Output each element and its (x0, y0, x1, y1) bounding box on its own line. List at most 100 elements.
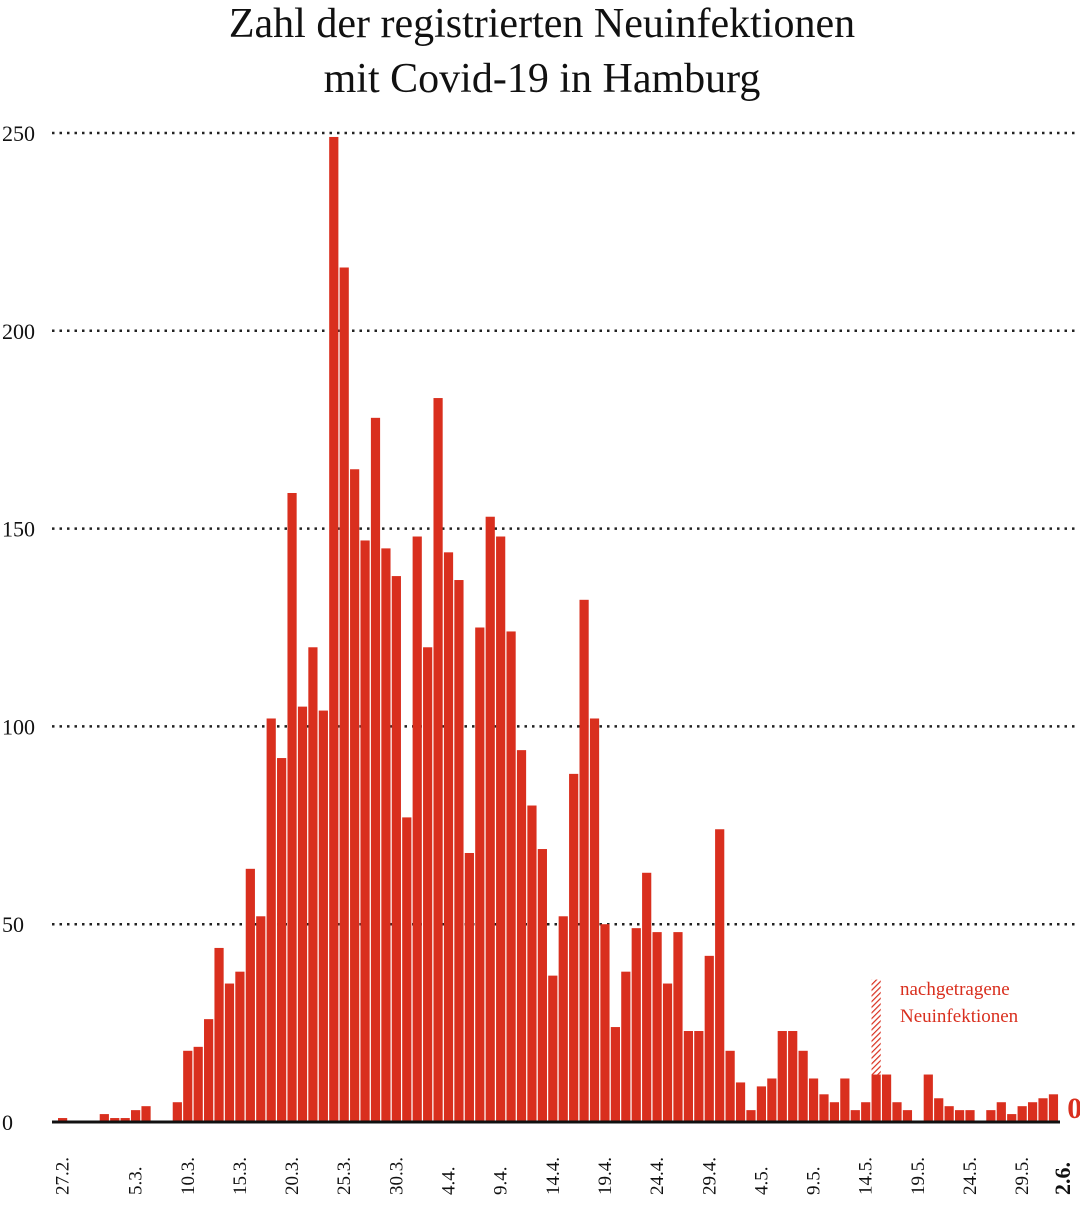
bar (788, 1031, 798, 1122)
x-tick-label: 29.4. (699, 1157, 720, 1195)
bar (840, 1078, 850, 1122)
x-tick-label: 24.5. (960, 1157, 981, 1195)
bar (1038, 1098, 1048, 1122)
bar (266, 718, 276, 1122)
bars (58, 136, 1059, 1123)
bar (527, 805, 537, 1122)
bar (193, 1046, 203, 1122)
bar (308, 647, 318, 1122)
bar (600, 924, 610, 1122)
bar (704, 955, 714, 1122)
x-tick-label: 14.5. (856, 1157, 877, 1195)
bar (777, 1031, 787, 1122)
bar (516, 750, 527, 1122)
x-tick-label: 9.5. (804, 1167, 825, 1196)
y-tick-label: 150 (2, 517, 35, 542)
bar (548, 975, 558, 1122)
bar (652, 932, 662, 1122)
bar (370, 417, 381, 1122)
bar (433, 398, 443, 1122)
bar (954, 1110, 965, 1122)
bar (475, 627, 485, 1122)
x-tick-label: 15.3. (230, 1157, 251, 1195)
bar (412, 536, 422, 1122)
bar (642, 872, 652, 1122)
bar (485, 516, 495, 1122)
bar (923, 1074, 933, 1122)
bar (965, 1110, 975, 1122)
bar (141, 1106, 151, 1122)
x-tick-label: 4.5. (751, 1167, 772, 1196)
bar (99, 1114, 109, 1122)
late-reported-hatch (871, 979, 881, 1075)
bar (224, 983, 235, 1122)
bar (725, 1050, 735, 1122)
bar (1007, 1114, 1017, 1122)
bar (767, 1078, 777, 1122)
x-tick-label: 24.4. (647, 1157, 668, 1195)
bar (673, 932, 683, 1122)
bar (579, 599, 589, 1122)
gridlines (52, 131, 1075, 926)
bar (423, 647, 433, 1122)
bar (829, 1102, 840, 1122)
bar (287, 492, 297, 1123)
bar (944, 1106, 954, 1122)
x-tick-label: 29.5. (1012, 1157, 1033, 1195)
chart-title-line-2: mit Covid-19 in Hamburg (324, 56, 761, 102)
bar (120, 1118, 130, 1122)
bar (715, 829, 725, 1122)
bar (798, 1050, 808, 1122)
x-tick-label: 19.4. (595, 1157, 616, 1195)
bar (881, 1074, 892, 1122)
bar (506, 631, 516, 1122)
x-tick-label: 5.3. (126, 1167, 147, 1196)
bar (621, 971, 631, 1122)
bar (996, 1102, 1006, 1122)
bar (183, 1050, 193, 1122)
bar (569, 773, 579, 1122)
x-axis-ticks: 27.2. 5.3. 10.3. 15.3. 20.3. 25.3. 30.3. 4.4. 9.… (53, 1157, 1075, 1195)
bar (756, 1086, 767, 1122)
bar (454, 580, 464, 1122)
bar (871, 1074, 881, 1122)
bar (1048, 1094, 1059, 1122)
bar (631, 928, 641, 1122)
bar (735, 1082, 746, 1122)
bar (537, 849, 547, 1122)
bar (589, 718, 600, 1122)
bar (610, 1027, 620, 1122)
bar (256, 916, 266, 1122)
bar (861, 1102, 871, 1122)
x-tick-label: 2.6. (1050, 1162, 1075, 1195)
x-tick-label: 10.3. (178, 1157, 199, 1195)
bar (902, 1110, 913, 1122)
bar (245, 868, 255, 1122)
bar (58, 1118, 68, 1122)
bar (808, 1078, 819, 1122)
bar (172, 1102, 182, 1122)
bar (131, 1110, 141, 1122)
y-tick-label: 50 (2, 912, 24, 937)
bar (1017, 1106, 1027, 1122)
y-tick-label: 250 (2, 121, 35, 146)
chart-title-line-1: Zahl der registrierten Neuinfektionen (229, 1, 855, 47)
bar (443, 552, 454, 1122)
bar (297, 706, 308, 1122)
bar (558, 916, 568, 1122)
bar (934, 1098, 944, 1122)
bar (329, 136, 339, 1122)
y-tick-label: 0 (2, 1110, 13, 1135)
bar (662, 983, 673, 1122)
bar (496, 536, 506, 1122)
x-tick-label: 20.3. (282, 1157, 303, 1195)
bar (850, 1110, 860, 1122)
bar (204, 1019, 214, 1122)
bar (318, 710, 328, 1122)
bar (110, 1118, 120, 1122)
y-axis-ticks: 0 50 100 150 200 250 (2, 121, 35, 1135)
bar (986, 1110, 996, 1122)
bar (694, 1031, 704, 1122)
bar (339, 267, 349, 1122)
